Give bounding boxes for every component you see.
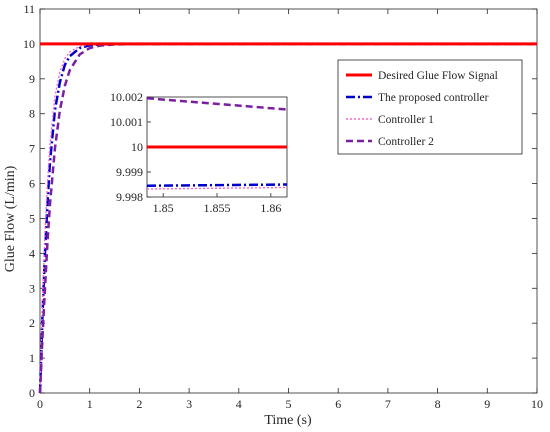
inset-y-tick-label: 10.001: [110, 115, 143, 129]
inset-y-tick-label: 9.998: [116, 190, 143, 204]
legend-entry-4: Controller 2: [378, 136, 434, 148]
y-axis-label: Glue Flow (L/min): [3, 165, 18, 272]
y-tick-label: 9: [29, 72, 35, 86]
y-tick-label: 0: [29, 386, 35, 400]
x-tick-label: 4: [236, 397, 242, 411]
y-tick-label: 2: [29, 316, 35, 330]
legend-entry-3: Controller 1: [378, 114, 434, 126]
y-tick-label: 4: [29, 246, 35, 260]
inset-series-line-2: [146, 183, 288, 187]
y-tick-label: 7: [29, 142, 35, 156]
x-tick-label: 3: [186, 397, 192, 411]
y-tick-label: 11: [23, 2, 35, 16]
x-tick-label: 7: [385, 397, 391, 411]
legend: Desired Glue Flow Signal The proposed con…: [337, 59, 523, 155]
inset-x-tick-label: 1.86: [260, 201, 281, 215]
y-tick-label: 5: [29, 211, 35, 225]
x-tick-label: 8: [435, 397, 441, 411]
inset-y-tick-label: 9.999: [116, 165, 143, 179]
y-tick-label: 1: [29, 351, 35, 365]
legend-entry-1: Desired Glue Flow Signal: [378, 70, 498, 82]
inset-x-tick-label: 1.855: [204, 201, 231, 215]
y-tick-label: 10: [23, 37, 35, 51]
y-tick-label: 8: [29, 107, 35, 121]
inset-y-tick-label: 10.002: [110, 90, 143, 104]
x-tick-label: 0: [37, 397, 43, 411]
y-tick-label: 3: [29, 281, 35, 295]
x-tick-label: 2: [136, 397, 142, 411]
x-tick-label: 6: [335, 397, 341, 411]
inset-series-line-4: [146, 97, 288, 111]
x-tick-label: 9: [484, 397, 490, 411]
y-tick-label: 6: [29, 177, 35, 191]
inset-y-tick-label: 10: [131, 140, 143, 154]
inset-plot-area: 1.85 1.855 1.86 9.998 9.999 10 10.001 10.002: [110, 90, 288, 215]
x-tick-label: 1: [87, 397, 93, 411]
inset-series-line-3: [146, 186, 288, 190]
x-axis-label: Time (s): [264, 413, 312, 428]
legend-entry-2: The proposed controller: [378, 92, 489, 104]
inset-x-tick-label: 1.85: [153, 201, 174, 215]
x-tick-label: 5: [286, 397, 292, 411]
x-tick-label: 10: [531, 397, 543, 411]
